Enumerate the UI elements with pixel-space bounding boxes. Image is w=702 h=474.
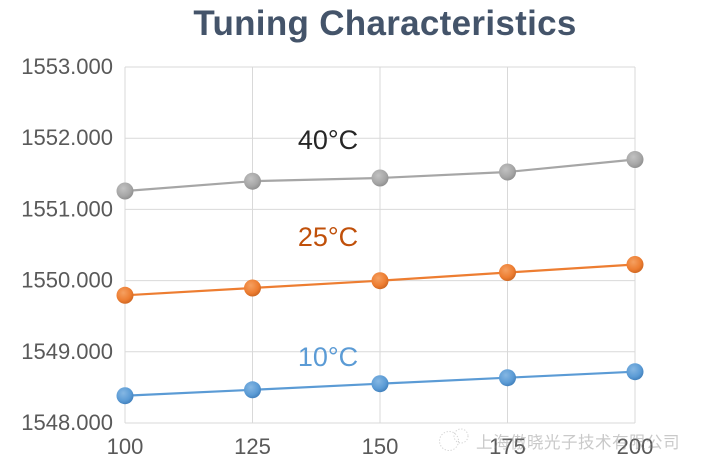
svg-text:1553.000: 1553.000 [21, 54, 113, 79]
svg-text:1549.000: 1549.000 [21, 339, 113, 364]
svg-text:25°C: 25°C [298, 222, 358, 252]
svg-text:上海傲晓光子技术有限公司: 上海傲晓光子技术有限公司 [476, 433, 680, 452]
svg-text:1550.000: 1550.000 [21, 268, 113, 293]
svg-text:125: 125 [234, 434, 271, 459]
svg-text:10°C: 10°C [298, 342, 358, 372]
svg-text:1551.000: 1551.000 [21, 196, 113, 221]
svg-text:40°C: 40°C [298, 125, 358, 155]
svg-text:100: 100 [107, 434, 144, 459]
svg-text:1548.000: 1548.000 [21, 410, 113, 435]
svg-text:1552.000: 1552.000 [21, 125, 113, 150]
svg-text:150: 150 [362, 434, 399, 459]
